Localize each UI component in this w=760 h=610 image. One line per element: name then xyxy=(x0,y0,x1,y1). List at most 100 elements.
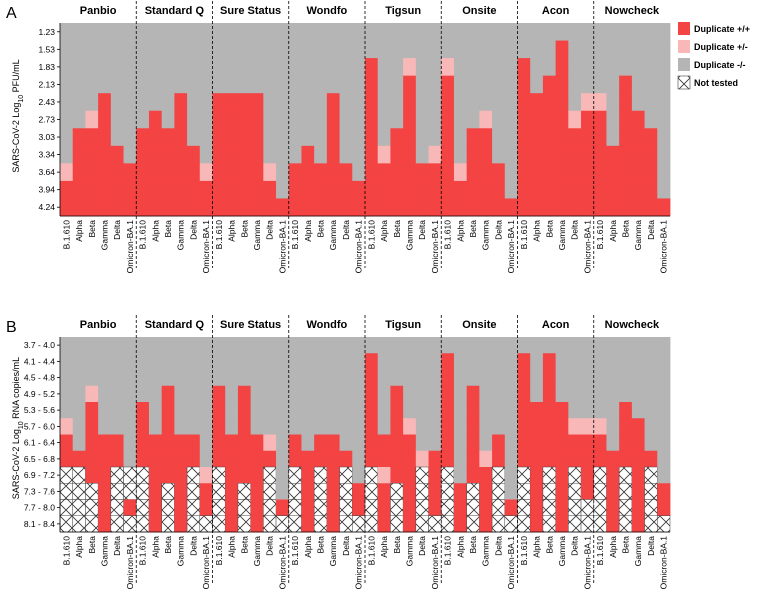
panel-a-cell-sure-status-alpha-row-4 xyxy=(225,93,239,112)
panel-a-cell-acon-delta-row-0 xyxy=(568,23,582,41)
panel-b-cell-panbio-beta-row-1 xyxy=(85,353,99,370)
legend-label-duplicate: Duplicate -/- xyxy=(694,60,746,70)
panel-a-cell-standard-q-omicron-ba-1-row-1 xyxy=(199,40,213,59)
panel-b-x-tick-label-sure-status-omicron-ba-1: Omicron-BA.1 xyxy=(277,536,287,590)
panel-b-cell-wondfo-b-1-610-row-3 xyxy=(288,385,302,403)
panel-b-cell-nowcheck-beta-row-8 xyxy=(618,466,633,484)
panel-a-cell-acon-delta-row-4 xyxy=(568,93,582,112)
panel-b-cell-panbio-gamma-row-10 xyxy=(98,499,112,517)
panel-b-cell-tigsun-gamma-row-10 xyxy=(403,499,417,517)
panel-b-cell-tigsun-beta-row-2 xyxy=(390,369,404,387)
panel-a-cell-wondfo-alpha-row-4 xyxy=(301,93,315,112)
panel-b-cell-standard-q-beta-row-11 xyxy=(161,515,175,533)
panel-a-cell-nowcheck-beta-row-0 xyxy=(619,23,633,41)
panel-a-cell-standard-q-beta-row-8 xyxy=(161,163,175,182)
panel-b-cell-standard-q-b-1-610-row-5 xyxy=(136,418,150,435)
panel-b-cell-standard-q-beta-row-0 xyxy=(161,337,175,354)
panel-b-cell-wondfo-alpha-row-10 xyxy=(301,499,315,517)
panel-b-cell-nowcheck-beta-row-4 xyxy=(619,402,633,419)
panel-b-cell-standard-q-gamma-row-10 xyxy=(174,499,188,517)
panel-b-cell-onsite-beta-row-6 xyxy=(466,434,480,452)
panel-b-cell-nowcheck-b-1-610-row-7 xyxy=(593,450,607,468)
panel-a-cell-tigsun-omicron-ba-1-row-7 xyxy=(428,145,442,164)
panel-b-cell-onsite-omicron-ba-1-row-4 xyxy=(504,402,518,419)
panel-b-cell-onsite-alpha-row-1 xyxy=(453,353,468,370)
panel-a-x-tick-label-panbio-omicron-ba-1: Omicron-BA.1 xyxy=(125,220,135,274)
panel-a-x-tick-label-panbio-delta: Delta xyxy=(112,220,122,240)
panel-b-cell-acon-alpha-row-2 xyxy=(530,369,544,387)
panel-b-cell-wondfo-delta-row-6 xyxy=(339,434,353,452)
panel-b-cell-acon-b-1-610-row-6 xyxy=(517,434,531,452)
panel-b-cell-tigsun-alpha-row-9 xyxy=(377,483,391,500)
panel-a-cell-sure-status-delta-row-8 xyxy=(263,163,277,182)
panel-b-cell-onsite-gamma-row-6 xyxy=(479,434,493,452)
panel-a-cell-panbio-beta-row-6 xyxy=(85,128,99,147)
panel-a-cell-onsite-gamma-row-9 xyxy=(479,180,493,199)
panel-b-cell-panbio-delta-row-6 xyxy=(110,434,124,452)
panel-a-cell-standard-q-beta-row-2 xyxy=(161,58,175,77)
panel-a-cell-acon-b-1-610-row-8 xyxy=(517,163,531,182)
panel-b-cell-onsite-b-1-610-row-5 xyxy=(441,418,455,435)
panel-b-cell-wondfo-b-1-610-row-6 xyxy=(288,434,302,452)
panel-b-cell-panbio-b-1-610-row-7 xyxy=(60,450,74,468)
panel-b-cell-standard-q-delta-row-4 xyxy=(187,402,201,419)
panel-b-x-tick-label-onsite-alpha: Alpha xyxy=(455,536,465,558)
panel-b-cell-acon-delta-row-7 xyxy=(568,450,582,468)
panel-a-x-tick-label-wondfo-alpha: Alpha xyxy=(303,220,313,242)
panel-a-cell-panbio-omicron-ba-1-row-6 xyxy=(123,128,137,147)
panel-a-cell-standard-q-gamma-row-6 xyxy=(174,128,188,147)
panel-a-cell-tigsun-delta-row-8 xyxy=(415,163,429,182)
panel-a-cell-sure-status-delta-row-5 xyxy=(263,110,277,129)
panel-a-cell-acon-alpha-row-7 xyxy=(530,145,544,164)
panel-a-cell-standard-q-gamma-row-5 xyxy=(174,110,188,129)
panel-b-cell-onsite-alpha-row-10 xyxy=(453,499,468,517)
panel-b-cell-sure-status-b-1-610-row-0 xyxy=(212,337,226,354)
panel-b-cell-wondfo-gamma-row-9 xyxy=(326,483,340,500)
panel-b-cell-panbio-alpha-row-11 xyxy=(72,515,86,533)
panel-b-cell-sure-status-beta-row-2 xyxy=(237,369,252,387)
panel-b-cell-standard-q-omicron-ba-1-row-6 xyxy=(199,434,213,452)
panel-a-cell-panbio-delta-row-5 xyxy=(110,110,124,129)
panel-a-cell-onsite-b-1-610-row-10 xyxy=(441,198,455,217)
panel-b-cell-tigsun-delta-row-0 xyxy=(415,337,429,354)
panel-b-x-tick-label-onsite-gamma: Gamma xyxy=(481,536,491,567)
panel-a-cell-nowcheck-b-1-610-row-0 xyxy=(593,23,607,41)
panel-a-cell-nowcheck-omicron-ba-1-row-2 xyxy=(657,58,671,77)
panel-b-y-tick-label: 4.1 - 4.4 xyxy=(24,356,55,366)
panel-a-cell-tigsun-alpha-row-10 xyxy=(377,198,391,217)
panel-a-cell-sure-status-b-1-610-row-7 xyxy=(212,145,226,164)
panel-b-cell-panbio-alpha-row-4 xyxy=(72,402,86,419)
panel-a-y-tick-label: 2.13 xyxy=(38,79,55,89)
panel-a-cell-acon-alpha-row-1 xyxy=(530,40,544,59)
panel-a-cell-sure-status-b-1-610-row-10 xyxy=(212,198,226,217)
panel-b-x-tick-label-onsite-b-1-610: B.1.610 xyxy=(443,536,453,566)
panel-a-x-tick-label-tigsun-delta: Delta xyxy=(417,220,427,240)
panel-b-cell-panbio-beta-row-0 xyxy=(85,337,99,354)
panel-b-cell-nowcheck-gamma-row-10 xyxy=(631,499,645,517)
panel-b-cell-tigsun-b-1-610-row-4 xyxy=(365,402,379,419)
panel-a-cell-onsite-gamma-row-10 xyxy=(479,198,493,217)
panel-a-cell-standard-q-b-1-610-row-9 xyxy=(136,180,150,199)
panel-b-cell-standard-q-gamma-row-9 xyxy=(174,483,188,500)
panel-a-cell-nowcheck-delta-row-10 xyxy=(644,198,658,217)
panel-a-cell-wondfo-gamma-row-6 xyxy=(326,128,340,147)
panel-b-cell-onsite-beta-row-5 xyxy=(466,418,480,435)
panel-b-cell-standard-q-delta-row-3 xyxy=(187,385,201,403)
panel-b-cell-sure-status-alpha-row-4 xyxy=(225,402,239,419)
panel-a-cell-acon-delta-row-3 xyxy=(568,75,582,94)
panel-a-cell-sure-status-beta-row-7 xyxy=(237,145,252,164)
panel-a-cell-acon-omicron-ba-1-row-3 xyxy=(581,75,595,94)
panel-b-cell-nowcheck-delta-row-0 xyxy=(644,337,658,354)
panel-a-cell-sure-status-b-1-610-row-6 xyxy=(212,128,226,147)
panel-b-cell-acon-alpha-row-4 xyxy=(530,402,544,419)
panel-b-x-tick-label-panbio-beta: Beta xyxy=(87,536,97,554)
panel-a-cell-acon-alpha-row-5 xyxy=(530,110,544,129)
panel-b-x-tick-label-acon-beta: Beta xyxy=(544,536,554,554)
panel-b-cell-panbio-delta-row-1 xyxy=(110,353,124,370)
panel-a-cell-wondfo-omicron-ba-1-row-6 xyxy=(352,128,366,147)
panel-b-cell-wondfo-omicron-ba-1-row-3 xyxy=(352,385,366,403)
panel-a-x-tick-label-onsite-gamma: Gamma xyxy=(481,220,491,251)
panel-b-x-tick-label-panbio-b-1-610: B.1.610 xyxy=(61,536,71,566)
panel-b-cell-acon-beta-row-6 xyxy=(542,434,557,452)
panel-b-cell-panbio-beta-row-6 xyxy=(85,434,99,452)
